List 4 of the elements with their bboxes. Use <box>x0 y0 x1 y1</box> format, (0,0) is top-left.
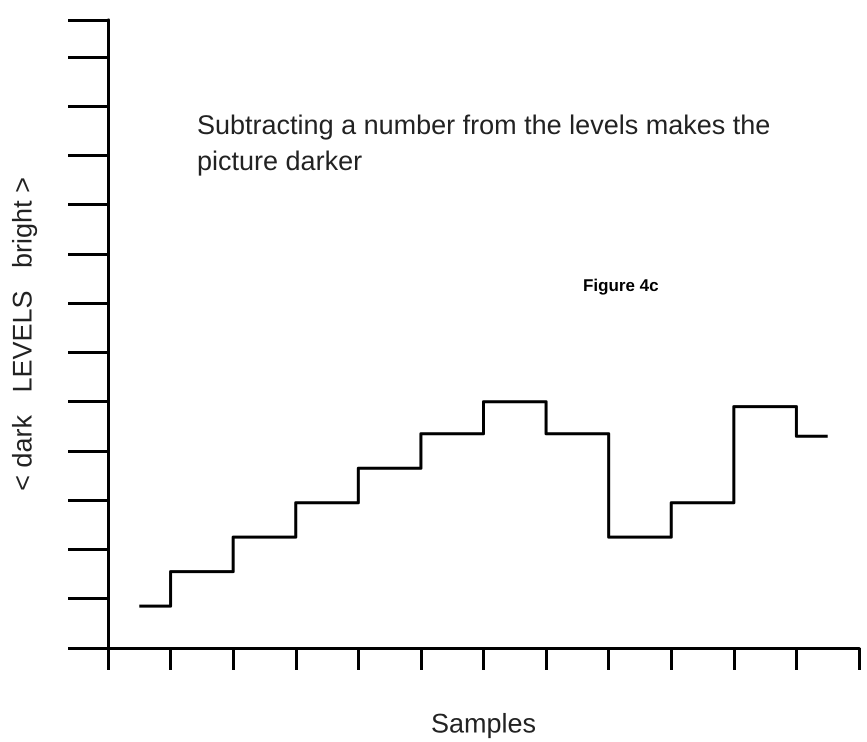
x-axis-title: Samples <box>430 708 536 738</box>
text: Subtracting a number from the levels makes the picture darker <box>197 110 778 176</box>
y-axis-title: < dark LEVELS bright > <box>8 177 38 491</box>
caption: Figure 4c <box>583 276 659 295</box>
